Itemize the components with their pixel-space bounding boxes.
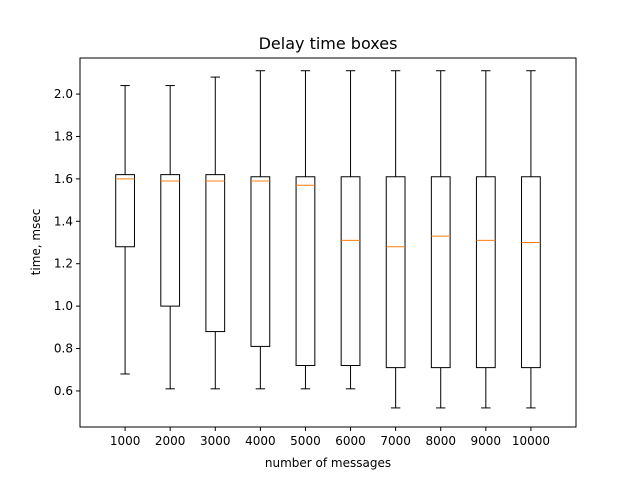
box-3000	[205, 76, 226, 390]
box-iqr	[430, 176, 451, 369]
box-6000	[340, 70, 361, 390]
y-tick-label: 1.2	[54, 257, 73, 271]
x-tick-label: 2000	[155, 434, 186, 448]
box-8000	[430, 70, 451, 409]
box-5000	[295, 70, 316, 390]
y-tick-label: 1.0	[54, 299, 73, 313]
box-iqr	[205, 174, 226, 333]
plot-area-frame	[79, 57, 577, 428]
box-iqr	[385, 176, 406, 369]
y-tick-label: 0.6	[54, 384, 73, 398]
chart-title: Delay time boxes	[259, 34, 398, 53]
y-axis-label: time, msec	[29, 209, 43, 276]
y-tick-label: 2.0	[54, 87, 73, 101]
x-axis: 1000 2000 3000 4000 5000 6000 7000 8000 9000 1000…	[110, 427, 550, 448]
box-7000	[385, 70, 406, 409]
box-iqr	[250, 176, 271, 347]
y-tick-label: 1.6	[54, 172, 73, 186]
box-series	[115, 70, 541, 409]
box-iqr	[475, 176, 496, 369]
x-tick-label: 10000	[512, 434, 550, 448]
box-4000	[250, 70, 271, 390]
box-iqr	[340, 176, 361, 366]
y-tick-label: 1.4	[54, 214, 73, 228]
x-axis-label: number of messages	[265, 456, 391, 470]
x-tick-label: 7000	[380, 434, 411, 448]
y-tick-label: 1.8	[54, 129, 73, 143]
box-1000	[115, 85, 135, 375]
x-tick-label: 6000	[335, 434, 366, 448]
box-10000	[521, 70, 541, 409]
x-tick-label: 4000	[245, 434, 276, 448]
box-iqr	[521, 176, 541, 369]
box-iqr	[295, 176, 316, 366]
x-tick-label: 8000	[425, 434, 456, 448]
x-tick-label: 3000	[200, 434, 231, 448]
box-9000	[475, 70, 496, 409]
box-iqr	[160, 174, 181, 307]
box-iqr	[115, 174, 135, 248]
x-tick-label: 1000	[110, 434, 141, 448]
x-tick-label: 5000	[290, 434, 321, 448]
box-2000	[160, 85, 181, 390]
y-axis: 0.6 0.8 1.0 1.2 1.4 1.6 1.8 2.0	[54, 87, 80, 398]
x-tick-label: 9000	[471, 434, 502, 448]
y-tick-label: 0.8	[54, 342, 73, 356]
